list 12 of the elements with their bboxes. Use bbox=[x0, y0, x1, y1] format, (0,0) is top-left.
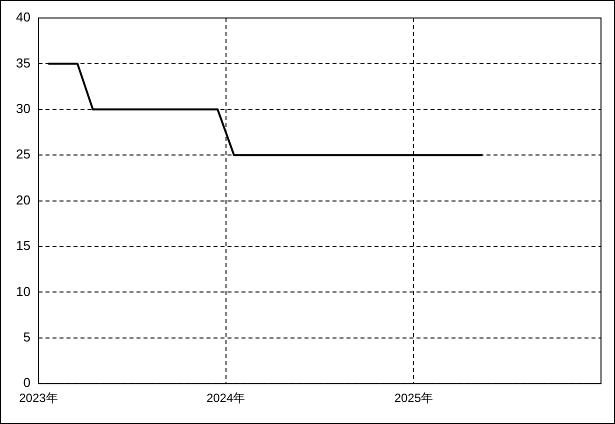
y-tick-label: 5 bbox=[23, 329, 30, 344]
y-tick-label: 35 bbox=[16, 55, 30, 70]
x-tick-label: 2024年 bbox=[206, 391, 246, 406]
y-tick-label: 15 bbox=[16, 238, 30, 254]
y-tick-label: 25 bbox=[16, 146, 30, 162]
x-tick-label: 2025年 bbox=[394, 391, 434, 406]
y-tick-label: 30 bbox=[16, 100, 30, 116]
y-tick-label: 20 bbox=[16, 192, 30, 208]
y-tick-label: 10 bbox=[16, 284, 30, 299]
y-tick-label: 0 bbox=[23, 375, 30, 390]
y-tick-label: 40 bbox=[16, 10, 30, 25]
x-tick-label: 2023年 bbox=[19, 391, 58, 406]
